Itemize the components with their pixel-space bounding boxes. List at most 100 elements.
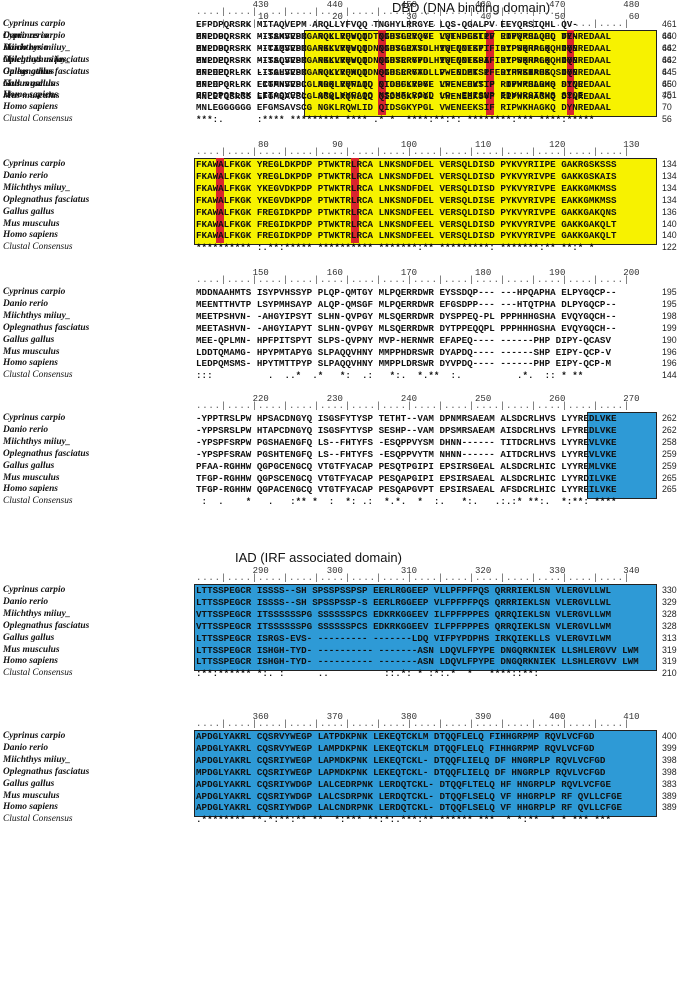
ruler-number: 270 bbox=[623, 394, 640, 404]
residue-count: 196 bbox=[662, 358, 677, 369]
sequence-row: Oplegnathus fasciatus EYPDPQRSRK MITAQVEP… bbox=[0, 55, 683, 66]
ruler-number: 250 bbox=[475, 394, 492, 404]
consensus-row: Clustal Consensus ********** :.**:***** *… bbox=[0, 242, 683, 253]
ruler-number: 380 bbox=[400, 712, 418, 722]
sequence-text: MEENTTHVTP LSYPMHSAYP ALQP-QMSGF MLPQERR… bbox=[196, 298, 617, 310]
consensus-row: Clustal Consensus:**:****** *:. : .. ::.… bbox=[0, 668, 683, 679]
sequence-row: Mus musculus LTTSSPEGCR ISHGH-TYD- ------… bbox=[0, 645, 683, 656]
residue-count: 259 bbox=[662, 448, 677, 459]
consensus-row: Clustal Consensus : . * . :** * : *: .: … bbox=[0, 496, 683, 507]
sequence-row: Oplegnathus fasciatus MEETASHVN- -AHGYIAP… bbox=[0, 323, 683, 334]
sequence-text: EFPDPQRLRK LITAHVEPL LARQLYYFAQQ NTGHFLR… bbox=[196, 78, 584, 90]
residue-count: 328 bbox=[662, 608, 677, 619]
ruler-number: 430 bbox=[252, 0, 269, 10]
sequence-text: PFAA-RGHHW QGPGCENGCQ VTGTFYACAP PESQTPG… bbox=[196, 460, 617, 472]
sequence-text: VTTSSPEGCR ITSSSSSSPG SSSSSSPCS EDKRKGGE… bbox=[196, 608, 612, 620]
sequence-text: EFPDPQRLRK LITAHVEPM ARQLYYFAQQ NSGHLLRG… bbox=[196, 66, 578, 78]
sequence-text: FKAWALFKGK YREGLDKPDP PTWKTRLRCA LNKSNDF… bbox=[196, 170, 617, 182]
sequence-row: Miichthys miiuy_ MNLDED---- --SSLSVSCG NG… bbox=[0, 55, 683, 66]
conserved-residue-mark bbox=[216, 158, 224, 244]
ruler-number: 400 bbox=[549, 712, 566, 722]
residue-count: 144 bbox=[662, 370, 677, 381]
species-name: Cyprinus carpio bbox=[3, 413, 66, 423]
sequence-text: MNLEED---- --SGLSVSCG NGKLRQWLID QIDSRRY… bbox=[196, 66, 612, 78]
ruler-number: 20 bbox=[332, 12, 343, 22]
species-name: Mus musculus bbox=[3, 78, 60, 89]
species-name: Clustal Consensus bbox=[3, 496, 73, 507]
residue-count: 140 bbox=[662, 218, 677, 229]
sequence-text: LEDPQMSMS- HPYTMTTPYP SLPAQQVHNY MMPPLDR… bbox=[196, 358, 612, 370]
residue-count: 389 bbox=[662, 802, 677, 813]
alignment-block: 80 90 100 110 120 130 140 ....|....|....|....|.… bbox=[0, 140, 683, 270]
species-name: Gallus gallus bbox=[3, 778, 55, 789]
sequence-text: -YPPSRSLPW HTAPCDNGYQ ISGSFYTYSP SESHP--… bbox=[196, 424, 617, 436]
sequence-text: FKAWALFKGK YKEGVDKPDP PTWKTRLRCA LNKSNDF… bbox=[196, 182, 617, 194]
residue-count: 450 bbox=[662, 78, 677, 89]
species-name: Miichthys miiuy_ bbox=[3, 310, 71, 321]
residue-count: 134 bbox=[662, 159, 677, 169]
species-name: Homo sapiens bbox=[3, 358, 58, 369]
species-name: Oplegnathus fasciatus bbox=[3, 322, 90, 333]
ruler-number: 310 bbox=[400, 566, 418, 576]
species-name: Homo sapiens bbox=[3, 802, 58, 813]
residue-count: 64 bbox=[662, 42, 672, 53]
species-name: Gallus gallus bbox=[3, 78, 55, 89]
ruler-number: 50 bbox=[554, 12, 566, 22]
residue-count: 445 bbox=[662, 66, 677, 77]
sequence-row: Danio rerio LTTSSPEGCR ISSSS--SH SPSSPSSP… bbox=[0, 597, 683, 608]
sequence-text: EFPDPQRSRK MITAQVEPM ARQLLYFVQQ TNGHYLRR… bbox=[196, 19, 578, 30]
residue-count: 66 bbox=[662, 78, 672, 89]
sequence-row: Oplegnathus fasciatus MNLEED---- --SGLSVS… bbox=[0, 67, 683, 78]
species-name: Danio rerio bbox=[3, 170, 49, 181]
dbd-highlight bbox=[303, 30, 657, 118]
residue-count: 140 bbox=[662, 230, 677, 241]
residue-count: 134 bbox=[662, 194, 677, 205]
iad-highlight bbox=[194, 730, 657, 818]
species-name: Clustal Consensus bbox=[3, 814, 73, 825]
ruler-number: 460 bbox=[475, 0, 492, 10]
ruler-number: 150 bbox=[252, 268, 269, 278]
species-name: Miichthys miiuy_ bbox=[3, 182, 71, 193]
species-name: Oplegnathus fasciatus bbox=[3, 54, 90, 65]
sequence-row: Cyprinus carpio EFPDPQRSRK MITAQVEPM ARQL… bbox=[0, 19, 683, 30]
sequence-text: : . * . :** * : *: .: *.*. * :. *:. .:.:… bbox=[196, 496, 617, 508]
residue-count: 195 bbox=[662, 287, 677, 297]
species-name: Oplegnathus fasciatus bbox=[3, 448, 90, 459]
conserved-residue-mark bbox=[377, 30, 386, 116]
residue-count: 64 bbox=[662, 66, 672, 77]
species-name: Danio rerio bbox=[3, 424, 49, 435]
species-name: Miichthys miiuy_ bbox=[3, 436, 71, 447]
consensus-row: Clustal Consensus .******** **.*:**:** **… bbox=[0, 814, 683, 825]
sequence-row: Mus musculus FKAWALFKGK FREGIDKPDP PTWKTR… bbox=[0, 219, 683, 230]
sequence-text: MNLDED---- --SSLSVSCG NGKLRQWLID QIDSRRY… bbox=[196, 54, 612, 66]
consensus-row: Clustal Consensus ***:. :**** ********* *… bbox=[0, 114, 683, 125]
sequence-row: Gallus gallus MEE-QPLMN- HPFPITSPYT SLPS-… bbox=[0, 335, 683, 346]
sequence-text: APDGLYAKRL CQSRIYWDGP LALCNDRPNK LERDQTC… bbox=[196, 802, 623, 814]
residue-count: 190 bbox=[662, 334, 677, 345]
species-name: Clustal Consensus bbox=[3, 668, 73, 679]
ruler-number: 10 bbox=[258, 12, 269, 22]
alignment-block: 150160170180190200210....|....|....|....… bbox=[0, 268, 683, 398]
sequence-row: Oplegnathus fasciatus FKAWALFKGK YKEGVDKP… bbox=[0, 195, 683, 206]
residue-count: 265 bbox=[662, 472, 677, 483]
sequence-row: Homo sapiens LEDPQMSMS- HPYTMTTPYP SLPAQQ… bbox=[0, 358, 683, 369]
sequence-row: Gallus gallus MNLEPG---- ECGMNSVSCG NGKLR… bbox=[0, 79, 683, 90]
sequence-row: Miichthys miiuy_ FKAWALFKGK YKEGVDKPDP PT… bbox=[0, 183, 683, 194]
ruler-number: 180 bbox=[475, 268, 492, 278]
sequence-text: LTTSSPEGCR ISRGS-EVS- --------- -------L… bbox=[196, 632, 612, 644]
sequence-text: TFGP-RGHHW QGPSCENGCQ VTGTFYACAP PESQAPG… bbox=[196, 472, 617, 484]
sequence-row: Danio rerio APDGLYAKRL CQSRVYWEGP LAMPDKP… bbox=[0, 743, 683, 754]
species-name: Gallus gallus bbox=[3, 206, 55, 217]
sequence-text: EFPDPQRSRK MITAKVEPM ARQLLYFVQQ TNGHYLRR… bbox=[196, 30, 578, 42]
sequence-text: FKAWALFKGK FREGIDKPDP PTWKTRLRCA LNKSNDF… bbox=[196, 206, 617, 218]
residue-count: 56 bbox=[662, 114, 672, 125]
sequence-row: Oplegnathus fasciatus MPDGLYAKRL CQSRIYWE… bbox=[0, 767, 683, 778]
sequence-row: Mus musculus LDDTQMAMG- HPYPMTAPYG SLPAQQ… bbox=[0, 347, 683, 358]
residue-count: 462 bbox=[662, 54, 677, 65]
residue-count: 136 bbox=[662, 206, 677, 217]
residue-count: 398 bbox=[662, 754, 677, 765]
ruler-number: 290 bbox=[252, 566, 269, 576]
residue-count: 399 bbox=[662, 742, 677, 753]
alignment-block: 220230240250260270280....|....|....|....… bbox=[0, 394, 683, 524]
sequence-row: Cyprinus carpio MNLDGD---- --SSMSVSCG NGK… bbox=[0, 31, 683, 42]
